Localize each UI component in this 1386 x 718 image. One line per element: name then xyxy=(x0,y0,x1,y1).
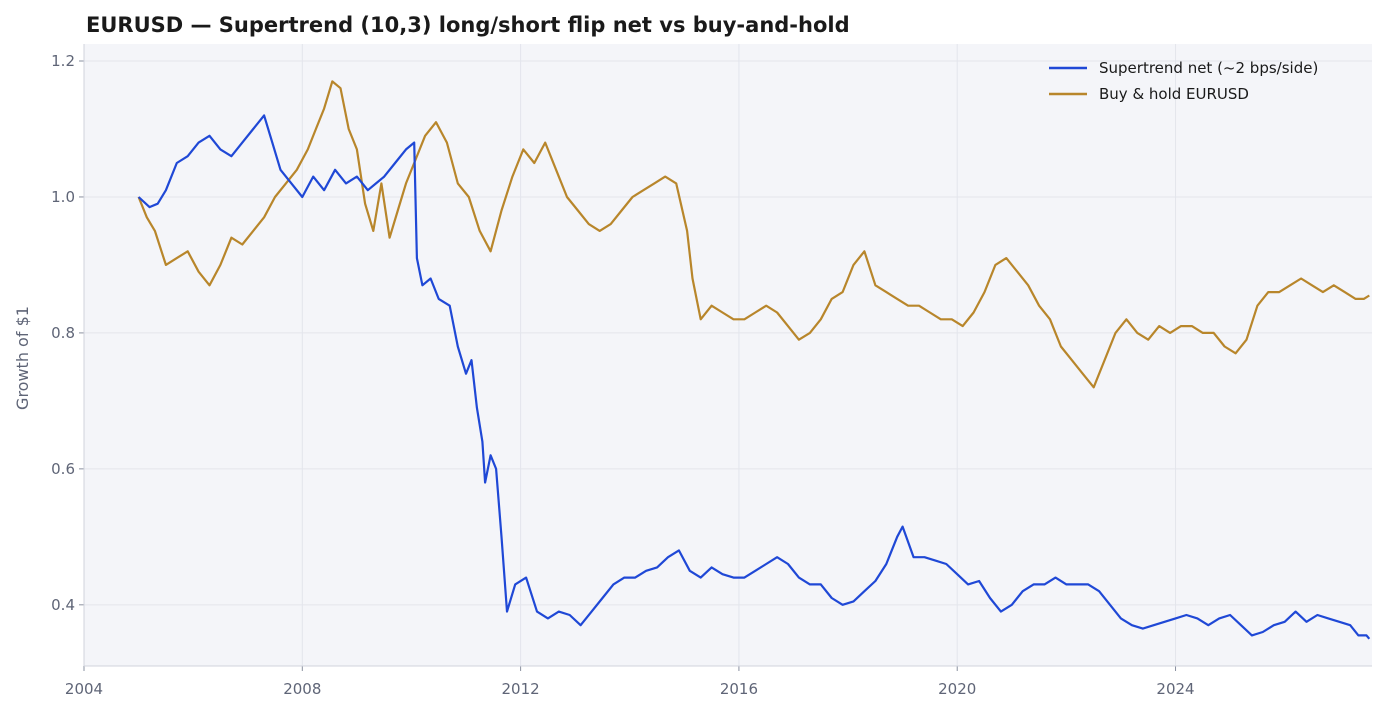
x-tick-label: 2004 xyxy=(65,680,103,698)
legend: Supertrend net (~2 bps/side) Buy & hold E… xyxy=(1049,59,1318,103)
legend-label: Buy & hold EURUSD xyxy=(1099,85,1249,103)
series-line-supertrend-net-2-bps-side xyxy=(137,114,1371,640)
x-tick-label: 2012 xyxy=(502,680,540,698)
plot-area xyxy=(84,44,1372,666)
y-tick-label: 0.8 xyxy=(51,324,75,342)
x-tick-label: 2020 xyxy=(938,680,976,698)
grid xyxy=(83,44,1372,666)
x-tick-label: 2024 xyxy=(1156,680,1194,698)
series-layer xyxy=(137,80,1371,640)
y-tick-label: 0.4 xyxy=(51,596,75,614)
chart-title: EURUSD — Supertrend (10,3) long/short fl… xyxy=(86,13,850,37)
y-tick-label: 0.6 xyxy=(51,460,75,478)
legend-label: Supertrend net (~2 bps/side) xyxy=(1099,59,1318,77)
y-axis-label: Growth of $1 xyxy=(13,306,32,410)
x-tick-label: 2016 xyxy=(720,680,758,698)
series-line-buy-hold-eurusd xyxy=(137,80,1370,389)
y-tick-label: 1.0 xyxy=(51,188,75,206)
axes: 2004 2008 2012 2016 2020 2024 0.4 0.6 0.8 1.0 1.2 xyxy=(51,44,1372,698)
x-tick-label: 2008 xyxy=(283,680,321,698)
y-tick-label: 1.2 xyxy=(51,52,75,70)
